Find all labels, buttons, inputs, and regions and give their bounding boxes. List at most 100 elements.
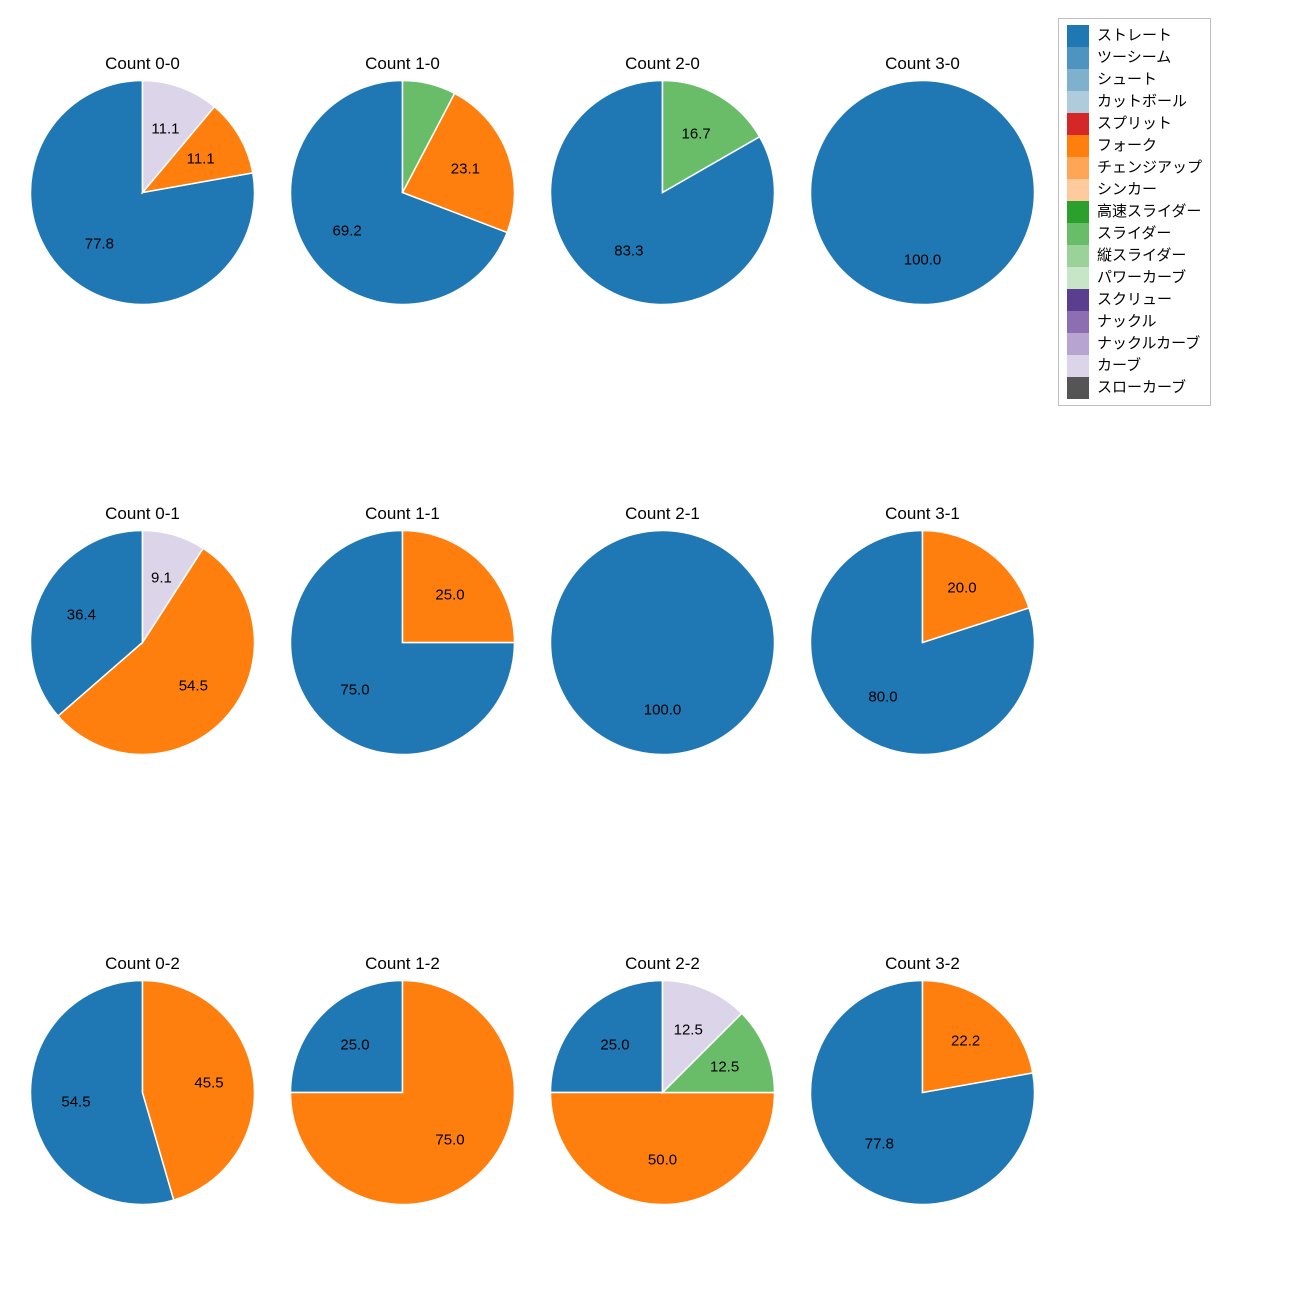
pie-slice-label: 12.5 [674, 1022, 703, 1039]
pie-chart: Count 3-180.020.0 [810, 530, 1035, 755]
pie-slice-label: 22.2 [951, 1032, 980, 1049]
pie-slice-label: 54.5 [61, 1093, 90, 1110]
pie-title: Count 0-1 [30, 504, 255, 524]
pie-svg [550, 80, 775, 305]
pie-title: Count 2-0 [550, 54, 775, 74]
legend-label: シュート [1097, 72, 1157, 88]
pie-svg [810, 530, 1035, 755]
pie-slice-label: 23.1 [451, 160, 480, 177]
pie-chart: Count 0-254.545.5 [30, 980, 255, 1205]
legend-label: ツーシーム [1097, 50, 1171, 66]
pie-slice-label: 80.0 [868, 688, 897, 705]
pie-slice-label: 100.0 [904, 251, 942, 268]
pie-slice-label: 36.4 [67, 606, 96, 623]
pie-slice-label: 75.0 [340, 682, 369, 699]
legend-swatch [1067, 135, 1089, 157]
pie-slice-label: 77.8 [85, 236, 114, 253]
pie-title: Count 2-2 [550, 954, 775, 974]
pie-chart: Count 2-225.050.012.512.5 [550, 980, 775, 1205]
legend-item: シュート [1067, 69, 1202, 91]
pie-title: Count 3-2 [810, 954, 1035, 974]
legend-item: 縦スライダー [1067, 245, 1202, 267]
legend-label: カットボール [1097, 94, 1187, 110]
legend-item: スプリット [1067, 113, 1202, 135]
legend-swatch [1067, 69, 1089, 91]
legend-item: スクリュー [1067, 289, 1202, 311]
legend-swatch [1067, 377, 1089, 399]
pie-slice [551, 1093, 775, 1205]
pie-svg [550, 980, 775, 1205]
pie-svg [30, 80, 255, 305]
legend-label: パワーカーブ [1097, 270, 1186, 286]
legend-swatch [1067, 311, 1089, 333]
legend-label: スライダー [1097, 226, 1171, 242]
legend-swatch [1067, 223, 1089, 245]
pie-title: Count 3-0 [810, 54, 1035, 74]
pie-title: Count 0-0 [30, 54, 255, 74]
pie-slice-label: 11.1 [187, 150, 215, 167]
pie-svg [290, 980, 515, 1205]
legend-swatch [1067, 47, 1089, 69]
legend-item: スローカーブ [1067, 377, 1202, 399]
pie-title: Count 1-0 [290, 54, 515, 74]
legend-swatch [1067, 245, 1089, 267]
legend-swatch [1067, 25, 1089, 47]
pie-title: Count 0-2 [30, 954, 255, 974]
pie-slice-label: 83.3 [614, 242, 643, 259]
legend-label: 高速スライダー [1097, 204, 1201, 220]
legend-item: フォーク [1067, 135, 1202, 157]
legend-label: ナックル [1097, 314, 1157, 330]
pie-slice-label: 69.2 [333, 222, 362, 239]
pie-slice-label: 45.5 [194, 1075, 223, 1092]
pie-chart: Count 3-0100.0 [810, 80, 1035, 305]
pie-chart: Count 0-136.454.59.1 [30, 530, 255, 755]
legend-label: スクリュー [1097, 292, 1172, 308]
chart-grid: Count 0-0 77.8 11.1 11.1 Count 1-0 69.2 23.1 Co… [0, 0, 1300, 1300]
legend-item: ナックルカーブ [1067, 333, 1202, 355]
pie-slice-label: 16.7 [682, 126, 711, 143]
pie-svg [810, 80, 1035, 305]
legend-label: ナックルカーブ [1097, 336, 1200, 352]
pie-slice-label: 100.0 [644, 701, 682, 718]
pie-chart: Count 2-1100.0 [550, 530, 775, 755]
pie-slice-label: 75.0 [435, 1132, 464, 1149]
legend-label: シンカー [1097, 182, 1157, 198]
pie-slice-label: 25.0 [435, 586, 464, 603]
legend-label: カーブ [1097, 358, 1141, 374]
pie-slice [551, 531, 775, 755]
pie-slice-label: 77.8 [865, 1136, 894, 1153]
pie-svg [30, 530, 255, 755]
pie-slice-label: 25.0 [600, 1036, 629, 1053]
legend-item: ナックル [1067, 311, 1202, 333]
pie-chart: Count 1-225.075.0 [290, 980, 515, 1205]
legend-item: パワーカーブ [1067, 267, 1202, 289]
legend-swatch [1067, 113, 1089, 135]
pie-slice-label: 20.0 [947, 580, 976, 597]
legend-swatch [1067, 333, 1089, 355]
pie-title: Count 1-2 [290, 954, 515, 974]
legend-swatch [1067, 179, 1089, 201]
legend-swatch [1067, 267, 1089, 289]
pie-svg [810, 980, 1035, 1205]
pie-chart: Count 2-083.316.7 [550, 80, 775, 305]
legend-swatch [1067, 157, 1089, 179]
pie-chart: Count 3-277.822.2 [810, 980, 1035, 1205]
pie-chart: Count 0-077.811.111.1 [30, 80, 255, 305]
pie-svg [290, 530, 515, 755]
pie-title: Count 2-1 [550, 504, 775, 524]
pie-slice-label: 9.1 [151, 570, 172, 587]
legend-label: スローカーブ [1097, 380, 1186, 396]
legend-label: 縦スライダー [1097, 248, 1186, 264]
legend-item: ストレート [1067, 25, 1202, 47]
pie-slice-label: 11.1 [151, 121, 179, 138]
legend-item: ツーシーム [1067, 47, 1202, 69]
legend-label: スプリット [1097, 116, 1172, 132]
pie-svg [290, 80, 515, 305]
pie-title: Count 1-1 [290, 504, 515, 524]
legend-item: チェンジアップ [1067, 157, 1202, 179]
legend-swatch [1067, 201, 1089, 223]
legend-label: ストレート [1097, 28, 1172, 44]
legend-item: スライダー [1067, 223, 1202, 245]
pie-title: Count 3-1 [810, 504, 1035, 524]
legend-item: カットボール [1067, 91, 1202, 113]
